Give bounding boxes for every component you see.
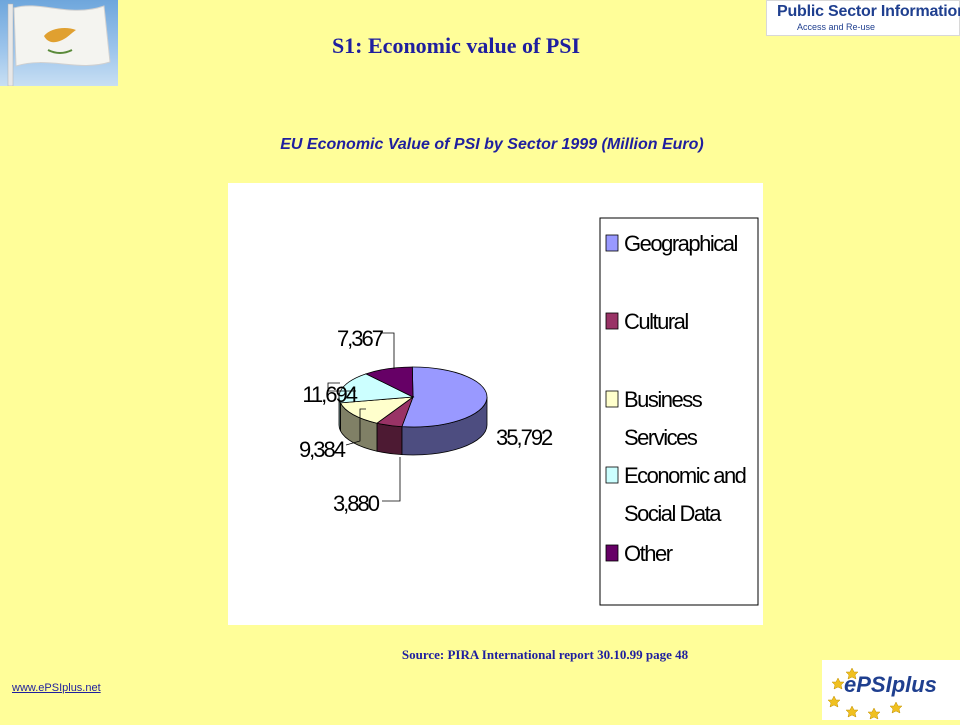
data-label: 11,694 <box>302 382 357 407</box>
chart-panel: 35,792 3,880 9,384 11,694 7,367 Geographical C… <box>228 183 763 625</box>
star-icon <box>827 667 903 720</box>
data-label-leader <box>382 457 401 502</box>
legend-swatch <box>605 466 619 484</box>
data-label-leader <box>380 332 395 369</box>
chart-title: EU Economic Value of PSI by Sector 1999 … <box>280 136 704 153</box>
pie-slice <box>401 366 488 428</box>
legend-label: Other <box>624 541 673 566</box>
legend-swatch <box>605 390 619 408</box>
data-label: 35,792 <box>496 425 553 450</box>
psi-logo-subtitle: Access and Re-use <box>797 22 876 32</box>
legend-label: Economic and Social Data <box>624 463 746 526</box>
pie-slice-side <box>376 422 403 456</box>
source-note: Source: PIRA International report 30.10.… <box>401 647 689 662</box>
website-link[interactable]: www.ePSIplus.net <box>12 682 101 694</box>
slide-title: S1: Economic value of PSI <box>331 33 581 58</box>
data-label-leader <box>345 408 366 446</box>
legend-swatch <box>605 544 619 562</box>
legend-label: Geographical <box>624 231 737 256</box>
psi-logo-title: Public Sector Information <box>777 3 960 20</box>
legend-swatch <box>605 312 619 330</box>
epsiplus-logo-text: ePSIplus <box>844 672 937 697</box>
data-label-leader <box>327 382 356 392</box>
pie-slice <box>364 366 414 398</box>
pie-slice <box>338 373 415 404</box>
pie-chart: 35,792 3,880 9,384 11,694 7,367 Geographical C… <box>299 217 759 606</box>
chart-legend <box>599 217 759 606</box>
legend-swatch <box>605 234 619 252</box>
psi-logo: Public Sector Information Access and Re-… <box>766 0 960 36</box>
data-label: 7,367 <box>337 326 384 351</box>
epsiplus-logo: ePSIplus <box>822 660 960 720</box>
data-label: 3,880 <box>333 491 380 516</box>
legend-label: Cultural <box>624 309 688 334</box>
cyprus-flag-image <box>0 0 118 86</box>
legend-label: Business Services <box>624 387 703 450</box>
data-label: 9,384 <box>299 437 346 462</box>
pie-slice <box>339 396 415 424</box>
